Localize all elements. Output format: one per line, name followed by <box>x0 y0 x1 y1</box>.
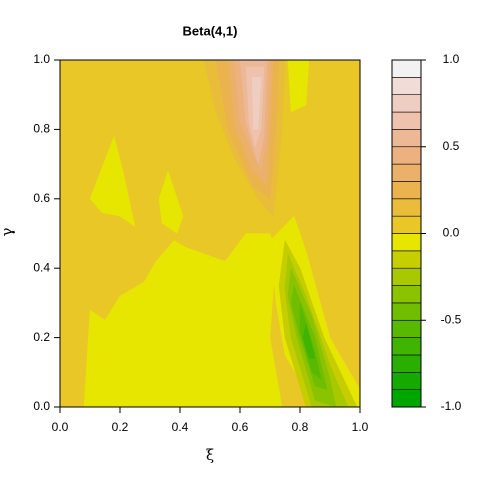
colorbar-tick-label: -0.5 <box>441 312 462 326</box>
colorbar-band <box>391 250 422 269</box>
x-tick-label: 0.8 <box>292 420 309 434</box>
colorbar-tick-label: 1.0 <box>443 52 460 66</box>
colorbar-band <box>391 389 422 408</box>
colorbar-tick-label: 0.0 <box>443 226 460 240</box>
colorbar-band <box>391 354 422 373</box>
colorbar-band <box>391 267 422 286</box>
y-axis-label: γ <box>0 227 16 236</box>
contour-region <box>287 59 310 113</box>
colorbar-band <box>391 285 422 304</box>
colorbar-band <box>391 319 422 338</box>
contour-region <box>158 170 184 234</box>
colorbar-band <box>391 111 422 130</box>
plot-frame <box>59 59 361 408</box>
x-tick-label: 0.2 <box>112 420 129 434</box>
colorbar-band <box>391 215 422 234</box>
colorbar-band <box>391 371 422 390</box>
x-tick-label: 0.4 <box>172 420 189 434</box>
x-tick-label: 0.0 <box>52 420 69 434</box>
colorbar-band <box>391 77 422 95</box>
y-tick-label: 0.0 <box>33 399 50 413</box>
contour-region <box>89 135 136 228</box>
contour-region <box>302 323 316 359</box>
y-tick-label: 0.6 <box>33 191 50 205</box>
colorbar-band <box>391 59 422 78</box>
contour-region <box>83 233 283 408</box>
colorbar-tick-label: 0.5 <box>443 139 460 153</box>
colorbar-band <box>391 94 422 113</box>
contour-region <box>251 77 262 130</box>
chart-title: Beta(4,1) <box>183 23 238 38</box>
x-axis-label: ξ <box>206 446 214 464</box>
x-tick-label: 1.0 <box>352 420 369 434</box>
colorbar-band <box>391 181 422 200</box>
colorbar-band <box>391 198 422 217</box>
y-tick-label: 0.8 <box>33 122 50 136</box>
colorbar-band <box>391 233 422 252</box>
y-tick-label: 0.4 <box>33 260 50 274</box>
colorbar-band <box>391 129 422 148</box>
y-tick-label: 1.0 <box>33 52 50 66</box>
y-tick-label: 0.2 <box>33 330 50 344</box>
colorbar-band <box>391 146 422 165</box>
colorbar-tick-label: -1.0 <box>441 399 462 413</box>
x-tick-label: 0.6 <box>232 420 249 434</box>
colorbar-band <box>391 337 422 356</box>
colorbar-band <box>391 302 422 321</box>
colorbar-band <box>391 163 422 182</box>
